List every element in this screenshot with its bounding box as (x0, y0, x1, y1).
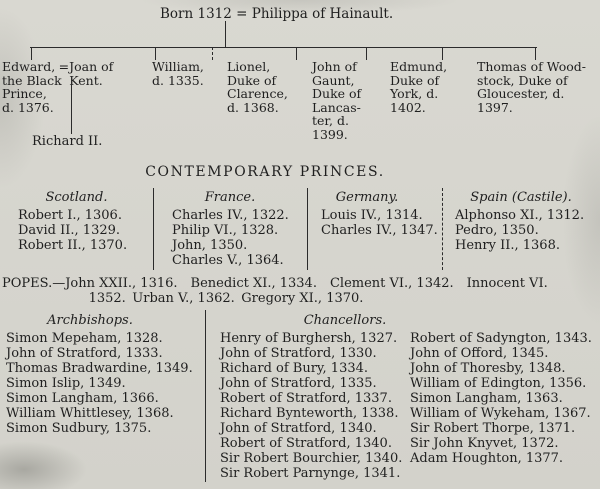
person-edward: Edward, the Black Prince, d. 1376. (2, 59, 62, 115)
person-joan: =Joan of Kent. (58, 59, 114, 88)
list-item: Louis IV., 1314. (321, 208, 423, 223)
list-item: Charles IV., 1322. (172, 208, 289, 223)
chancellors-list-left: Henry of Burghersh, 1327. John of Stratfo… (220, 331, 402, 481)
tree-tick-extra (442, 47, 443, 60)
list-item: William of Edington, 1356. (410, 376, 587, 391)
list-item: Henry of Burghersh, 1327. (220, 331, 398, 346)
tree-root-connector-line (225, 21, 226, 48)
person-william: William, d. 1335. (152, 59, 204, 88)
list-item: John of Offord, 1345. (410, 346, 549, 361)
list-item: Philip VI., 1328. (172, 223, 279, 238)
list-item: Robert of Stratford, 1337. (220, 391, 392, 406)
section-heading-contemporary-princes: CONTEMPORARY PRINCES. (145, 164, 385, 180)
list-item: Henry II., 1368. (455, 238, 560, 253)
princes-list-france: Charles IV., 1322. Philip VI., 1328. John,… (172, 208, 289, 268)
list-item: Sir Robert Thorpe, 1371. (410, 421, 576, 436)
princes-list-spain: Alphonso XI., 1312. Pedro, 1350. Henry II.… (455, 208, 584, 253)
tree-tick-thomas (535, 47, 536, 60)
list-item: William Whittlesey, 1368. (6, 406, 174, 421)
tree-tick-william (155, 47, 156, 60)
list-item: Simon Sudbury, 1375. (6, 421, 152, 436)
column-title-france: France. (204, 190, 256, 205)
princes-list-germany: Louis IV., 1314. Charles IV., 1347. (321, 208, 438, 238)
list-item: Simon Langham, 1363. (410, 391, 563, 406)
tree-marriage-connector-line (71, 77, 72, 134)
list-item: Thomas Bradwardine, 1349. (6, 361, 193, 376)
tree-tick-edmund (366, 47, 367, 60)
popes-line-2: 1352. Urban V., 1362. Gregory XI., 1370. (88, 291, 364, 306)
column-title-germany: Germany. (335, 190, 399, 205)
tree-tick-john (296, 47, 297, 60)
list-item: John of Stratford, 1335. (220, 376, 377, 391)
person-john-of-gaunt: John of Gaunt, Duke of Lancas- ter, d. 1… (312, 59, 362, 142)
column-title-scotland: Scotland. (45, 190, 108, 205)
list-item: John of Stratford, 1333. (6, 346, 163, 361)
tree-branch-line (30, 47, 537, 48)
person-lionel: Lionel, Duke of Clarence, d. 1368. (227, 59, 288, 115)
column-title-chancellors: Chancellors. (303, 313, 387, 328)
tree-tick-lionel (212, 47, 213, 60)
list-item: Charles IV., 1347. (321, 223, 438, 238)
list-item: Richard of Bury, 1334. (220, 361, 369, 376)
person-richard-ii: Richard II. (32, 134, 103, 149)
list-item: William of Wykeham, 1367. (410, 406, 591, 421)
officials-divider (205, 310, 206, 482)
list-item: Pedro, 1350. (455, 223, 539, 238)
list-item: Simon Langham, 1366. (6, 391, 159, 406)
list-item: Sir John Knyvet, 1372. (410, 436, 559, 451)
princes-divider-2 (307, 188, 308, 270)
list-item: Simon Mepeham, 1328. (6, 331, 163, 346)
list-item: Charles V., 1364. (172, 253, 284, 268)
popes-line-1: POPES.—John XXII., 1316. Benedict XI., 1… (2, 276, 548, 291)
list-item: John of Stratford, 1330. (220, 346, 377, 361)
list-item: Sir Robert Bourchier, 1340. (220, 451, 403, 466)
list-item: Adam Houghton, 1377. (410, 451, 564, 466)
person-thomas: Thomas of Wood- stock, Duke of Glouceste… (477, 59, 587, 115)
person-edmund: Edmund, Duke of York, d. 1402. (390, 59, 448, 115)
list-item: Simon Islip, 1349. (6, 376, 126, 391)
archbishops-list: Simon Mepeham, 1328. John of Stratford, 1… (6, 331, 193, 436)
list-item: Alphonso XI., 1312. (455, 208, 585, 223)
tree-tick-edward (31, 47, 32, 60)
princes-divider-1 (153, 188, 154, 270)
list-item: Robert II., 1370. (18, 238, 128, 253)
column-title-archbishops: Archbishops. (47, 313, 133, 328)
list-item: David II., 1329. (18, 223, 121, 238)
list-item: Robert of Stratford, 1340. (220, 436, 392, 451)
list-item: Robert I., 1306. (18, 208, 122, 223)
column-title-spain: Spain (Castile). (470, 190, 572, 205)
list-item: John, 1350. (172, 238, 248, 253)
tree-root-label: Born 1312 = Philippa of Hainault. (160, 6, 394, 22)
list-item: Sir Robert Parnynge, 1341. (220, 466, 401, 481)
list-item: Robert of Sadyngton, 1343. (410, 331, 592, 346)
list-item: John of Thoresby, 1348. (410, 361, 566, 376)
princes-list-scotland: Robert I., 1306. David II., 1329. Robert I… (18, 208, 127, 253)
chancellors-list-right: Robert of Sadyngton, 1343. John of Offord… (410, 331, 592, 466)
list-item: Richard Bynteworth, 1338. (220, 406, 399, 421)
princes-divider-3 (442, 188, 443, 270)
list-item: John of Stratford, 1340. (220, 421, 377, 436)
